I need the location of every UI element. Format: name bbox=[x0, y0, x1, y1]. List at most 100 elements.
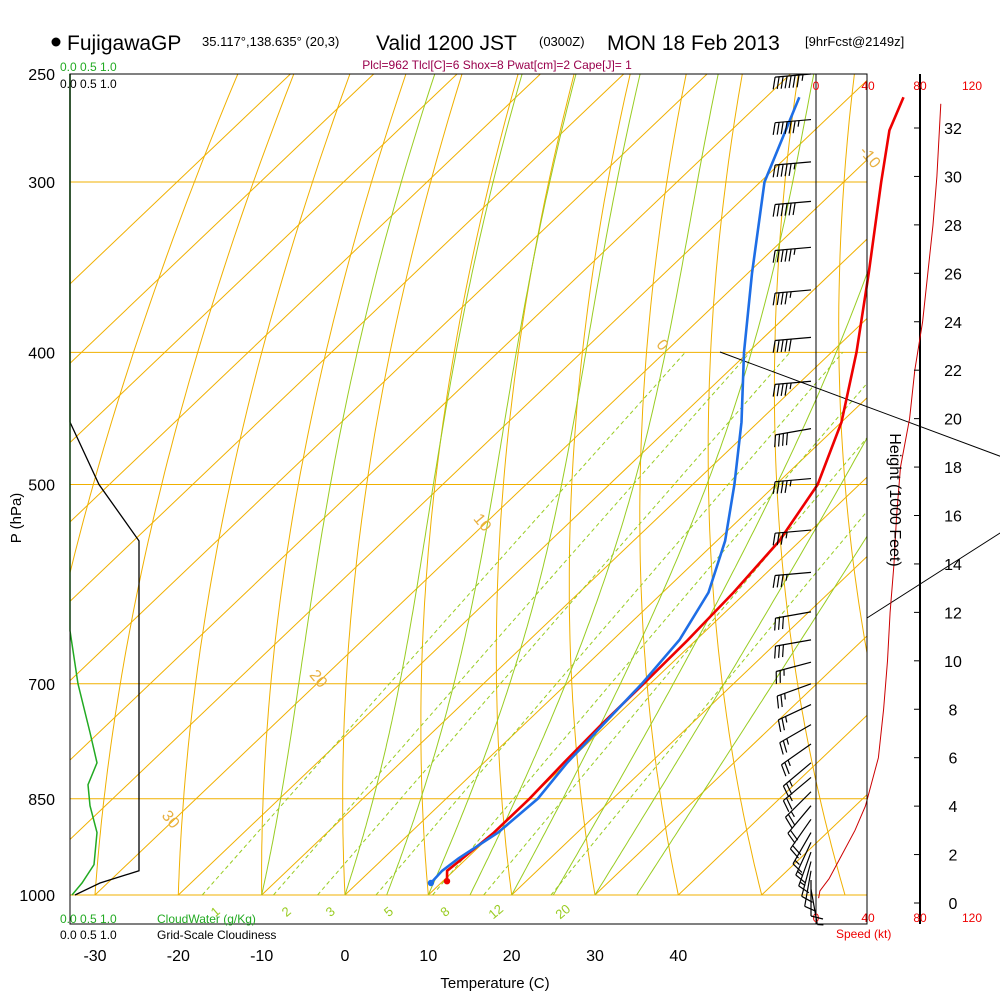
wind-barb-flag bbox=[773, 533, 775, 545]
pressure-tick-label: 1000 bbox=[19, 888, 55, 905]
wind-barb-flag bbox=[773, 293, 775, 305]
wind-barb-half-flag bbox=[786, 575, 787, 581]
wind-barb-flag bbox=[781, 384, 783, 396]
wind-barb-flag bbox=[785, 292, 787, 304]
isotherm-skew-label: -10 bbox=[856, 143, 884, 172]
y-axis-label: P (hPa) bbox=[8, 493, 25, 544]
wind-barb-flag bbox=[781, 695, 782, 707]
forecast-info: [9hrFcst@2149z] bbox=[805, 34, 904, 49]
wind-barb-half-flag bbox=[790, 796, 793, 802]
wind-barb bbox=[775, 429, 811, 448]
wind-barb-flag bbox=[775, 618, 776, 630]
wind-barb-flag bbox=[785, 383, 787, 395]
wind-barb bbox=[773, 74, 811, 89]
wind-barb-flag bbox=[775, 435, 776, 447]
wind-barb-flag bbox=[785, 339, 787, 351]
temperature-tick-label: 40 bbox=[669, 948, 687, 965]
valid-zulu: (0300Z) bbox=[539, 34, 585, 49]
wind-barb-flag bbox=[781, 250, 783, 262]
wind-barb-flag bbox=[789, 339, 791, 351]
mixing-ratio-label: 3 bbox=[323, 903, 338, 919]
wind-barb-flag bbox=[781, 292, 783, 304]
speed-axis-label: Speed (kt) bbox=[836, 927, 891, 941]
wind-barb bbox=[793, 833, 811, 873]
wind-barb-staff bbox=[775, 290, 811, 293]
wind-barb-staff bbox=[775, 120, 811, 123]
height-tick-label: 0 bbox=[949, 896, 958, 913]
wind-barb-flag bbox=[778, 720, 780, 732]
wind-barb-flag bbox=[783, 617, 784, 629]
wind-barb-flag bbox=[777, 384, 779, 396]
cloudiness-scale-top: 0.0 0.5 1.0 bbox=[60, 77, 117, 91]
wind-barb-half-flag bbox=[788, 760, 790, 766]
wind-barb-flag bbox=[781, 164, 783, 176]
temperature-tick-label: 20 bbox=[503, 948, 521, 965]
height-tick-label: 24 bbox=[944, 315, 962, 332]
temperature-tick-label: -20 bbox=[167, 948, 190, 965]
height-tick-label: 28 bbox=[944, 218, 962, 235]
wind-barb-flag bbox=[785, 762, 789, 774]
station-name: FujigawaGP bbox=[67, 32, 181, 55]
wind-barb-flag bbox=[793, 75, 795, 87]
mixing-ratio-label: 2 bbox=[279, 903, 294, 919]
wind-barb bbox=[773, 162, 811, 177]
wind-barb-half-flag bbox=[790, 383, 791, 389]
wind-barb-flag bbox=[773, 576, 775, 588]
wind-barb-flag bbox=[779, 645, 780, 657]
x-axis-label: Temperature (C) bbox=[440, 975, 549, 992]
mixing-ratio-line bbox=[202, 352, 685, 895]
wind-barb-half-flag bbox=[802, 75, 803, 81]
valid-time: Valid 1200 JST bbox=[376, 32, 517, 55]
wind-barb bbox=[773, 201, 811, 216]
station-marker-icon bbox=[52, 38, 61, 47]
wind-barb-flag bbox=[773, 123, 775, 135]
wind-barb-flag bbox=[783, 741, 786, 753]
cloudwater-label: CloudWater (g/Kg) bbox=[157, 912, 256, 926]
wind-barb-half-flag bbox=[790, 781, 793, 787]
wind-barb-flag bbox=[777, 340, 779, 352]
wind-barb bbox=[773, 337, 811, 352]
wind-barb-half-flag bbox=[786, 716, 787, 722]
wind-barb-flag bbox=[777, 204, 779, 216]
mixing-ratio-line bbox=[318, 352, 790, 895]
height-tick-label: 12 bbox=[944, 605, 962, 622]
wind-barb-flag bbox=[793, 203, 795, 215]
wind-speed-tick-top: 0 bbox=[813, 79, 820, 93]
parcel-indices: Plcl=962 Tlcl[C]=6 Shox=8 Pwat[cm]=2 Cap… bbox=[362, 58, 632, 72]
pressure-tick-label: 400 bbox=[28, 345, 55, 362]
isotherm-skew-label: 20 bbox=[306, 667, 331, 692]
wind-barb-flag bbox=[780, 743, 783, 755]
pressure-tick-label: 500 bbox=[28, 478, 55, 495]
wind-barb-flag bbox=[789, 203, 791, 215]
wind-barb-flag bbox=[787, 433, 788, 445]
height-tick-label: 20 bbox=[944, 412, 962, 429]
wind-barb-half-flag bbox=[790, 292, 791, 298]
wind-barb-flag bbox=[773, 205, 775, 217]
wind-barb-flag bbox=[785, 481, 787, 493]
wind-speed-tick-bottom: 120 bbox=[962, 911, 982, 925]
station-coords: 35.117°,138.635° (20,3) bbox=[202, 34, 339, 49]
wind-barb-flag bbox=[777, 165, 779, 177]
wind-barb-flag bbox=[777, 575, 779, 587]
height-tick-label: 18 bbox=[944, 460, 962, 477]
wind-barb-flag bbox=[789, 76, 791, 88]
wind-barb bbox=[773, 479, 811, 494]
wind-barb-staff bbox=[775, 337, 811, 340]
height-tick-label: 8 bbox=[949, 702, 958, 719]
wind-barb-flag bbox=[789, 164, 791, 176]
height-tick-label: 30 bbox=[944, 169, 962, 186]
wind-barb-half-flag bbox=[787, 739, 789, 745]
mixing-ratio-label: 5 bbox=[381, 903, 396, 919]
temperature-tick-label: 10 bbox=[419, 948, 437, 965]
wind-barb-flag bbox=[782, 765, 786, 777]
temperature-surface-marker bbox=[444, 878, 450, 884]
wind-speed-tick-bottom: 80 bbox=[913, 911, 927, 925]
pressure-tick-label: 850 bbox=[28, 792, 55, 809]
temperature-tick-label: -30 bbox=[83, 948, 106, 965]
mixing-ratio-line bbox=[376, 352, 843, 895]
pressure-tick-label: 250 bbox=[28, 67, 55, 84]
isotherm-skew-label: 10 bbox=[470, 511, 495, 536]
wind-barb-flag bbox=[781, 340, 783, 352]
isotherm-skew-label: 0 bbox=[653, 337, 672, 355]
